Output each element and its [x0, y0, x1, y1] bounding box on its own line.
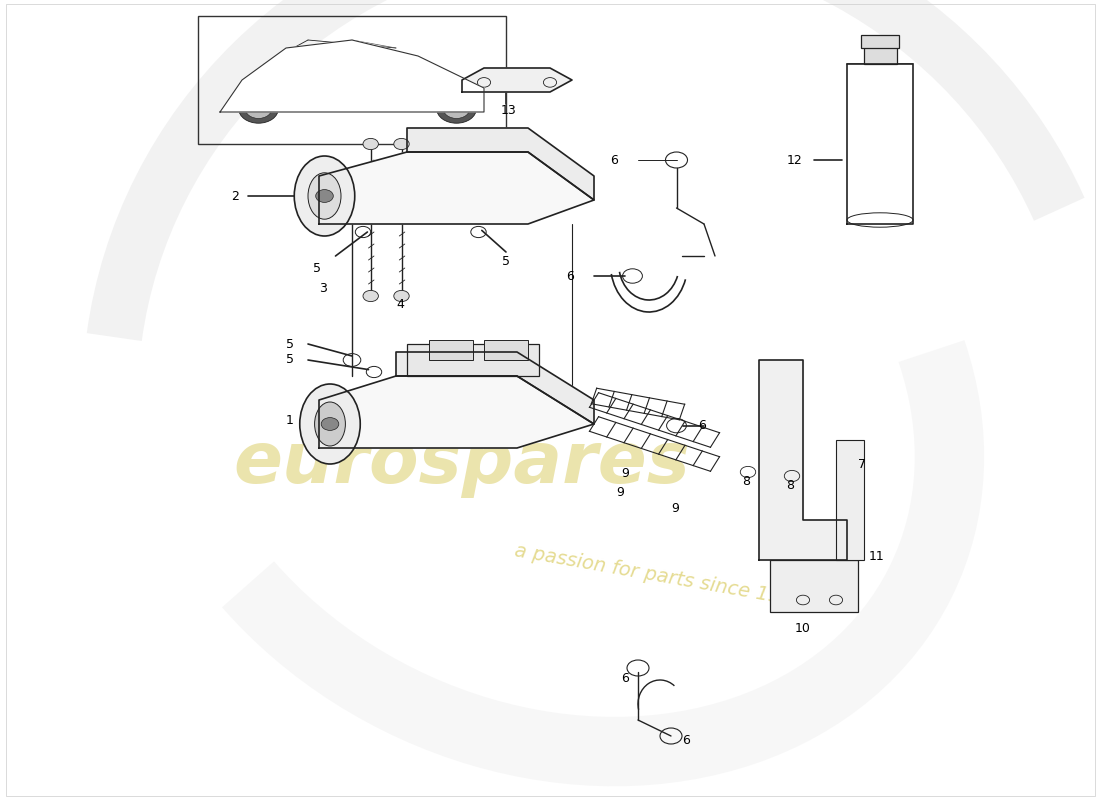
Polygon shape: [319, 376, 594, 448]
Bar: [429, 340, 473, 360]
Polygon shape: [462, 68, 572, 92]
Bar: [836, 440, 864, 560]
Ellipse shape: [308, 173, 341, 219]
Text: 9: 9: [616, 486, 624, 499]
Polygon shape: [407, 128, 594, 200]
Text: 9: 9: [671, 502, 679, 515]
Text: 6: 6: [698, 419, 706, 432]
Bar: [770, 560, 858, 612]
Polygon shape: [396, 352, 594, 424]
Text: 6: 6: [610, 154, 618, 166]
Text: 5: 5: [286, 354, 294, 366]
Circle shape: [394, 138, 409, 150]
Circle shape: [363, 138, 378, 150]
Polygon shape: [759, 360, 847, 560]
Circle shape: [443, 99, 470, 118]
Circle shape: [437, 94, 476, 123]
Text: eurospares: eurospares: [233, 430, 691, 498]
Text: 2: 2: [231, 190, 239, 202]
Text: 3: 3: [319, 282, 327, 294]
Circle shape: [363, 290, 378, 302]
Ellipse shape: [295, 156, 354, 236]
Text: 9: 9: [621, 467, 629, 480]
Text: 12: 12: [786, 154, 802, 166]
Text: a passion for parts since 1985: a passion for parts since 1985: [514, 541, 806, 611]
Circle shape: [245, 99, 272, 118]
Text: 10: 10: [795, 622, 811, 634]
Text: 4: 4: [396, 298, 404, 310]
Text: 11: 11: [869, 550, 884, 562]
Text: 6: 6: [566, 270, 574, 282]
Circle shape: [239, 94, 278, 123]
Text: 5: 5: [314, 262, 321, 274]
Circle shape: [394, 290, 409, 302]
Text: 1: 1: [286, 414, 294, 427]
Text: 7: 7: [858, 458, 866, 470]
Ellipse shape: [299, 384, 361, 464]
Text: 8: 8: [742, 475, 750, 488]
Bar: [861, 35, 899, 48]
Text: 5: 5: [502, 255, 509, 268]
Ellipse shape: [315, 402, 345, 446]
Circle shape: [321, 418, 339, 430]
Text: 5: 5: [286, 338, 294, 350]
Text: 8: 8: [786, 479, 794, 492]
Bar: [198, 16, 506, 144]
Polygon shape: [847, 64, 913, 224]
Text: 6: 6: [621, 672, 629, 685]
Polygon shape: [220, 40, 484, 112]
Bar: [864, 46, 896, 64]
Bar: [407, 344, 539, 376]
Bar: [484, 340, 528, 360]
Polygon shape: [319, 152, 594, 224]
Text: 6: 6: [682, 734, 690, 746]
Text: 13: 13: [500, 104, 516, 117]
Circle shape: [316, 190, 333, 202]
